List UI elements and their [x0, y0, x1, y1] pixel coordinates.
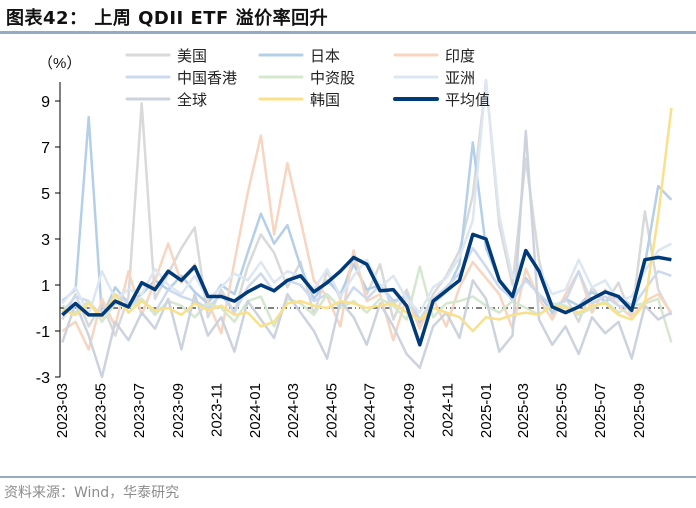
y-axis-unit: （%）	[38, 55, 81, 72]
legend-label: 韩国	[310, 92, 340, 109]
y-tick-label: 7	[41, 140, 50, 157]
series-line-0	[61, 79, 673, 337]
legend-label: 平均值	[445, 92, 490, 109]
line-chart: （%） -3 -1 1 3 5 7 9 2023-03 2023-05 2023-07 2023-09…	[36, 48, 673, 438]
x-tick-label: 2024-01	[247, 383, 264, 438]
x-tick-label: 2024-03	[285, 383, 302, 438]
x-tick-label: 2025-05	[553, 383, 570, 438]
x-tick-label: 2025-01	[478, 383, 495, 438]
x-tick-label: 2023-11	[208, 383, 225, 437]
series-line-2	[61, 134, 673, 351]
legend-label: 中国香港	[177, 70, 237, 87]
legend-label: 全球	[177, 91, 207, 109]
bottom-divider	[0, 476, 696, 478]
x-tick-label: 2023-05	[92, 383, 109, 438]
x-tick-label: 2024-11	[439, 383, 456, 437]
x-tick-label: 2023-07	[131, 383, 148, 438]
legend-label: 印度	[445, 48, 475, 65]
x-tick-label: 2023-09	[170, 383, 187, 438]
series-line-6	[61, 129, 672, 379]
y-tick-label: -3	[36, 370, 50, 387]
figure-title: 图表42： 上周 QDII ETF 溢价率回升	[6, 8, 329, 29]
y-tick-label: 9	[41, 94, 50, 111]
y-tick-label: 5	[41, 186, 50, 203]
legend-label: 中资股	[310, 70, 355, 87]
series-line-3	[61, 246, 672, 321]
legend-label: 亚洲	[445, 70, 475, 87]
source-note: 资料来源：Wind，华泰研究	[4, 485, 180, 501]
x-tick-label: 2025-03	[515, 383, 532, 438]
x-tick-label: 2024-07	[362, 383, 379, 438]
y-tick-label: 3	[41, 232, 50, 249]
series-line-1	[61, 115, 673, 324]
x-tick-label: 2023-03	[54, 383, 71, 438]
series-line-8	[61, 232, 672, 347]
y-tick-label: 1	[41, 278, 50, 295]
legend-label: 美国	[177, 48, 207, 65]
x-tick-label: 2025-07	[592, 383, 609, 438]
legend-label: 日本	[310, 48, 340, 65]
x-tick-label: 2025-09	[631, 383, 648, 438]
x-tick-label: 2024-05	[323, 383, 340, 438]
x-tick-label: 2024-09	[401, 383, 418, 438]
y-tick-label: -1	[36, 324, 50, 341]
top-divider	[0, 31, 696, 34]
